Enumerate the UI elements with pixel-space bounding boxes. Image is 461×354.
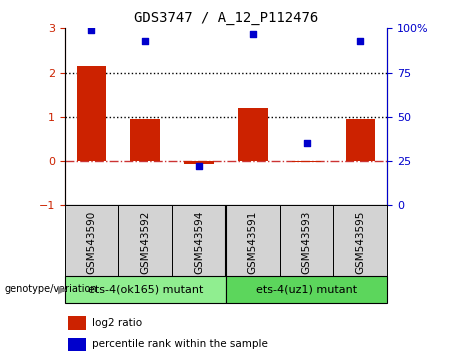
Point — [88, 27, 95, 33]
Text: ets-4(ok165) mutant: ets-4(ok165) mutant — [88, 284, 203, 295]
Point — [142, 38, 149, 44]
Text: GSM543591: GSM543591 — [248, 210, 258, 274]
Text: GSM543594: GSM543594 — [194, 210, 204, 274]
Bar — [226, 205, 280, 276]
Bar — [130, 119, 160, 161]
Text: GSM543590: GSM543590 — [86, 211, 96, 274]
Bar — [68, 316, 86, 330]
Title: GDS3747 / A_12_P112476: GDS3747 / A_12_P112476 — [134, 11, 318, 24]
Bar — [77, 66, 106, 161]
Bar — [172, 205, 226, 276]
Bar — [65, 205, 118, 276]
Point — [249, 31, 256, 36]
Bar — [346, 119, 375, 161]
Bar — [292, 161, 321, 162]
Point — [303, 141, 310, 146]
Bar — [226, 276, 387, 303]
Text: GSM543593: GSM543593 — [301, 210, 312, 274]
Bar — [65, 276, 226, 303]
Point — [195, 164, 203, 169]
Bar — [118, 205, 172, 276]
Bar — [280, 205, 333, 276]
Text: genotype/variation: genotype/variation — [5, 284, 97, 295]
Point — [357, 38, 364, 44]
Text: ▶: ▶ — [58, 284, 66, 295]
Text: ets-4(uz1) mutant: ets-4(uz1) mutant — [256, 284, 357, 295]
Text: GSM543595: GSM543595 — [355, 210, 366, 274]
Text: percentile rank within the sample: percentile rank within the sample — [92, 339, 268, 349]
Bar — [238, 108, 267, 161]
Bar — [184, 161, 214, 164]
Text: GSM543592: GSM543592 — [140, 210, 150, 274]
Bar — [333, 205, 387, 276]
Bar — [68, 337, 86, 352]
Text: log2 ratio: log2 ratio — [92, 318, 142, 328]
